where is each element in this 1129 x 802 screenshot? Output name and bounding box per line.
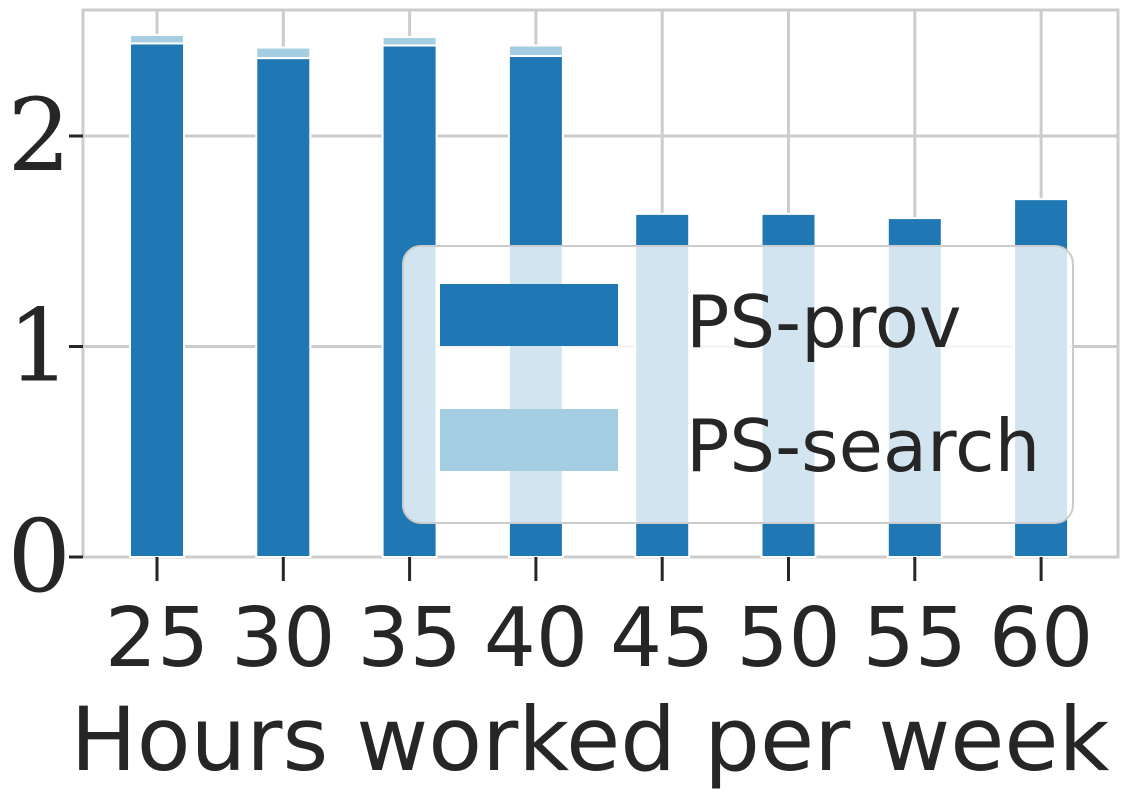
y-tick-label: 2 (7, 77, 71, 194)
x-tick-label: 35 (357, 591, 461, 686)
x-axis-ticks: 25 30 35 40 45 50 55 60 (105, 557, 1093, 686)
x-tick-label: 50 (736, 591, 840, 686)
y-tick-label: 0 (7, 498, 71, 615)
bar-ps-search (255, 46, 312, 60)
legend-label-ps-search: PS-search (686, 404, 1040, 488)
y-tick-label: 1 (7, 288, 71, 405)
legend: PS-prov PS-search (402, 245, 1074, 524)
legend-swatch-ps-prov (440, 284, 618, 346)
x-tick-label: 45 (610, 591, 714, 686)
bar-ps-search (129, 33, 185, 45)
bar-ps-prov (255, 57, 312, 559)
bar-ps-prov (129, 42, 185, 558)
x-tick-label: 30 (231, 591, 335, 686)
y-axis-ticks: 0 1 2 (7, 77, 83, 615)
legend-swatch-ps-search (440, 409, 618, 471)
legend-label-ps-prov: PS-prov (686, 280, 961, 364)
x-tick-label: 40 (484, 591, 588, 686)
x-tick-label: 60 (989, 591, 1093, 686)
x-tick-label: 55 (863, 591, 967, 686)
x-axis-title: Hours worked per week (71, 688, 1110, 791)
bar-ps-search (507, 44, 564, 58)
x-tick-label: 25 (105, 591, 209, 686)
bar-ps-search (381, 36, 438, 47)
